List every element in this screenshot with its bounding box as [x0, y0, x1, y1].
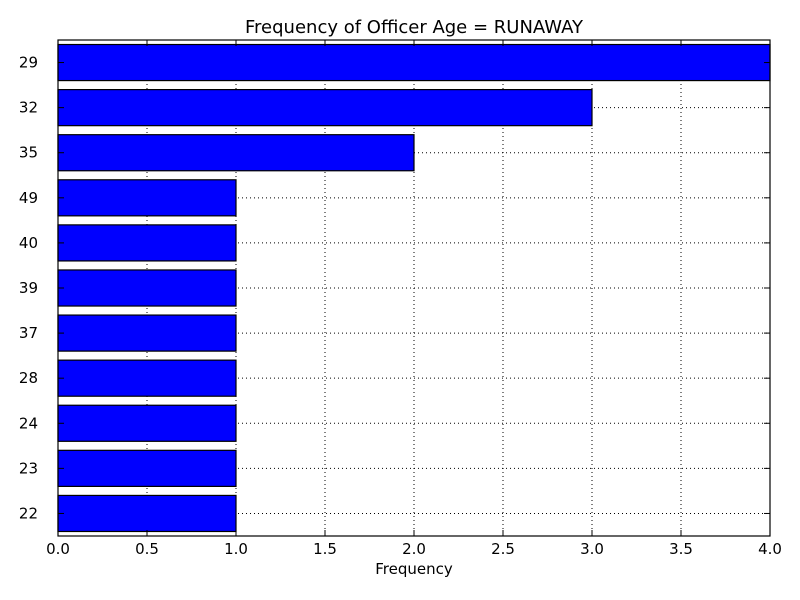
bar-40 — [57, 224, 237, 262]
x-axis-label: Frequency — [375, 560, 453, 578]
bar-37 — [57, 314, 237, 352]
plot-frame — [57, 39, 771, 537]
bar-49 — [57, 179, 237, 217]
y-tick-label: 22 — [19, 504, 38, 522]
bar-22 — [57, 494, 237, 533]
bar-32 — [57, 88, 593, 127]
y-tick-label: 24 — [19, 414, 38, 432]
y-tick-label: 40 — [19, 234, 38, 252]
x-tick-label: 0.0 — [46, 540, 70, 558]
x-tick-label: 4.0 — [758, 540, 782, 558]
x-tick-label: 1.5 — [313, 540, 337, 558]
x-tick-labels: 0.0 0.5 1.0 1.5 2.0 2.5 3.0 3.5 4.0 — [46, 540, 782, 558]
x-tick-label: 0.5 — [135, 540, 159, 558]
y-tick-label: 32 — [19, 99, 38, 117]
bar-29 — [57, 43, 771, 82]
chart-title: Frequency of Officer Age = RUNAWAY — [245, 17, 584, 38]
bar-39 — [57, 269, 237, 307]
bar-24 — [57, 404, 237, 442]
y-tick-label: 39 — [19, 279, 38, 297]
bar-28 — [57, 359, 237, 397]
y-tick-label: 35 — [19, 144, 38, 162]
x-tick-label: 2.5 — [491, 540, 515, 558]
y-tick-label: 28 — [19, 369, 38, 387]
y-tick-labels: 29 32 35 49 40 39 37 28 24 23 22 — [19, 54, 38, 523]
x-tick-label: 3.5 — [669, 540, 693, 558]
x-tick-label: 3.0 — [580, 540, 604, 558]
y-tick-label: 23 — [19, 459, 38, 477]
bar-35 — [57, 134, 415, 172]
axis-ticks — [57, 40, 771, 536]
bar-23 — [57, 449, 237, 487]
x-tick-label: 1.0 — [224, 540, 248, 558]
x-tick-label: 2.0 — [402, 540, 426, 558]
y-tick-label: 29 — [19, 54, 38, 72]
y-tick-label: 37 — [19, 324, 38, 342]
y-tick-label: 49 — [19, 189, 38, 207]
